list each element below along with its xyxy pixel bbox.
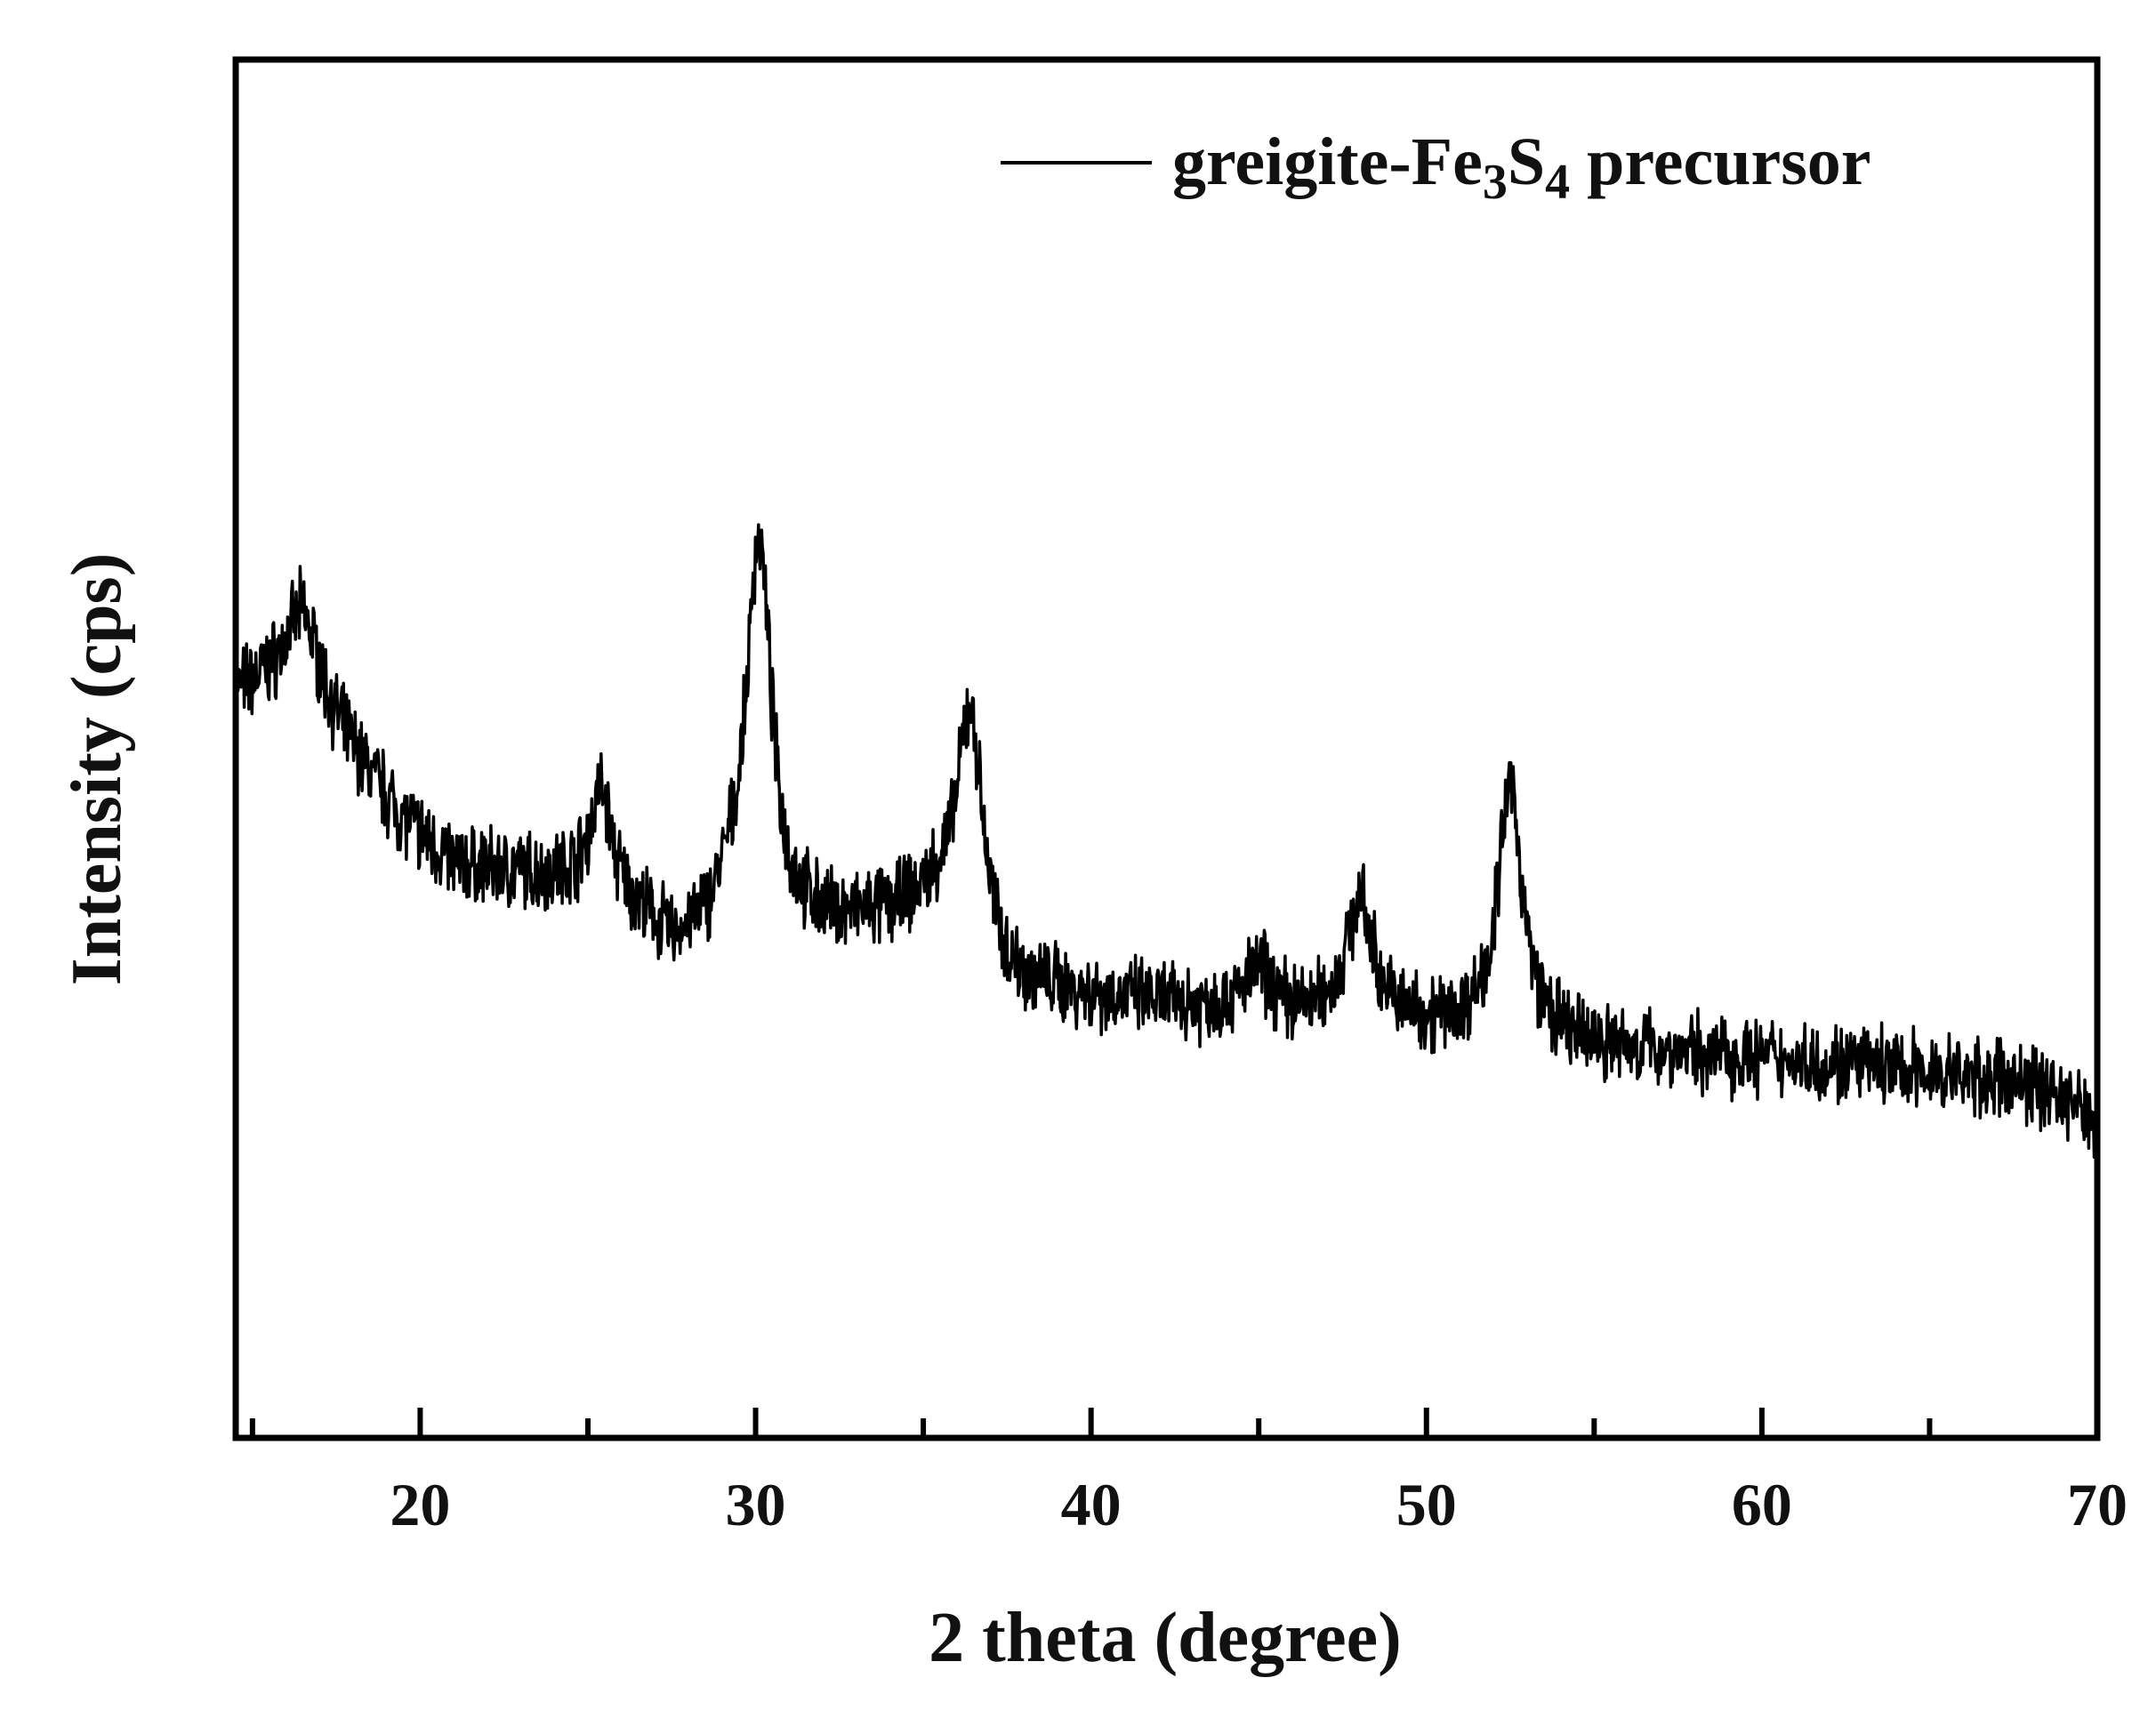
x-tick-label: 40: [1061, 1471, 1122, 1538]
x-axis-tick-labels: 20 30 40 50 60 70: [390, 1471, 2128, 1538]
x-tick-label: 30: [726, 1471, 786, 1538]
x-axis-title: 2 theta (degree): [929, 1599, 1402, 1677]
plot-frame: [232, 56, 2101, 1441]
x-tick-label: 60: [1732, 1471, 1792, 1538]
y-axis-title: Intensity (cps): [58, 553, 136, 986]
x-tick-label: 20: [390, 1471, 450, 1538]
legend: greigite-Fe3S4 precursor: [1001, 124, 1871, 210]
x-tick-label: 70: [2067, 1471, 2128, 1538]
series-line: [234, 523, 2099, 1160]
legend-label: greigite-Fe3S4 precursor: [1172, 124, 1871, 210]
x-tick-label: 50: [1396, 1471, 1457, 1538]
x-axis-ticks: [249, 1408, 2100, 1438]
